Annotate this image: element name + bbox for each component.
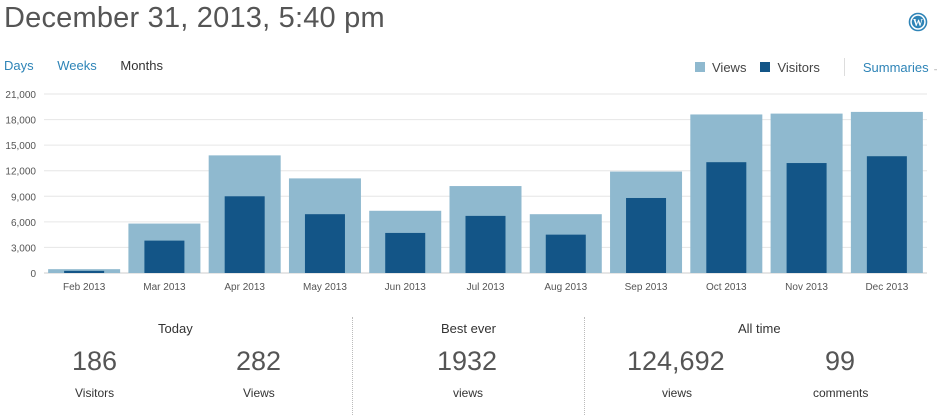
summaries-label: Summaries xyxy=(862,59,929,75)
y-tick-label: 18,000 xyxy=(5,116,36,127)
visitors-bar[interactable] xyxy=(545,234,586,273)
monthly-stats-chart: 0 3,000 6,000 9,000 12,000 15,000 18,000 21,000… xyxy=(5,90,927,293)
visitors-bar[interactable] xyxy=(144,240,185,273)
y-tick-label: 15,000 xyxy=(5,141,36,152)
stats-divider xyxy=(352,317,353,415)
y-tick-label: 3,000 xyxy=(11,243,36,254)
visitors-bar[interactable] xyxy=(304,214,345,273)
legend-divider xyxy=(843,58,845,76)
tab-months[interactable]: Months xyxy=(120,58,164,73)
chart-legend: Views Visitors Summaries → xyxy=(695,58,937,76)
x-tick-label: Mar 2013 xyxy=(143,282,186,293)
y-tick-label: 12,000 xyxy=(5,167,36,178)
x-tick-label: Sep 2013 xyxy=(625,282,668,293)
all-time-title: All time xyxy=(738,321,781,336)
x-tick-label: Dec 2013 xyxy=(865,282,908,293)
stats-divider xyxy=(584,317,585,415)
visitors-bar[interactable] xyxy=(224,196,265,273)
visitors-bar[interactable] xyxy=(786,163,827,273)
today-visitors-label: Visitors xyxy=(75,386,115,400)
all-time-comments-value: 99 xyxy=(825,346,856,376)
summaries-link[interactable]: Summaries → xyxy=(863,60,937,75)
stats-summary: Today 186 Visitors 282 Views Best ever 1… xyxy=(0,312,937,415)
visitors-bar[interactable] xyxy=(866,156,907,273)
visitors-swatch xyxy=(760,62,771,72)
arrow-right-icon: → xyxy=(932,60,937,75)
today-views-value: 282 xyxy=(236,346,282,376)
views-swatch xyxy=(695,62,705,72)
visitors-bar[interactable] xyxy=(465,215,506,273)
x-tick-label: Jun 2013 xyxy=(385,282,427,293)
legend-views-label: Views xyxy=(712,59,747,75)
x-tick-label: Oct 2013 xyxy=(706,282,747,293)
x-tick-label: May 2013 xyxy=(303,282,347,293)
all-time-comments-label: comments xyxy=(813,386,869,400)
visitors-bar[interactable] xyxy=(626,197,667,273)
y-tick-label: 9,000 xyxy=(11,192,36,203)
all-time-views-value: 124,692 xyxy=(627,346,725,376)
best-ever-views-label: views xyxy=(453,386,484,400)
visitors-bar[interactable] xyxy=(385,232,426,273)
visitors-bar[interactable] xyxy=(64,270,105,273)
today-views-label: Views xyxy=(243,386,275,400)
wordpress-icon[interactable]: W xyxy=(908,12,928,32)
legend-visitors-label: Visitors xyxy=(777,59,820,75)
today-title: Today xyxy=(158,321,193,336)
x-tick-label: Nov 2013 xyxy=(785,282,828,293)
y-tick-label: 21,000 xyxy=(5,90,36,101)
svg-text:W: W xyxy=(913,18,923,29)
y-tick-label: 6,000 xyxy=(11,218,36,229)
visitors-bar[interactable] xyxy=(706,162,747,273)
x-tick-label: Aug 2013 xyxy=(544,282,587,293)
y-tick-label: 0 xyxy=(30,269,36,280)
best-ever-title: Best ever xyxy=(441,321,496,336)
tab-days[interactable]: Days xyxy=(4,58,34,73)
best-ever-views-value: 1932 xyxy=(437,346,498,376)
page-title: December 31, 2013, 5:40 pm xyxy=(4,2,385,34)
period-tabs: Days Weeks Months xyxy=(4,58,183,73)
legend-visitors: Visitors xyxy=(760,59,820,75)
today-visitors-value: 186 xyxy=(72,346,118,376)
x-tick-label: Jul 2013 xyxy=(467,282,505,293)
tab-weeks[interactable]: Weeks xyxy=(57,58,97,73)
all-time-views-label: views xyxy=(662,386,693,400)
x-tick-label: Apr 2013 xyxy=(224,282,265,293)
legend-views: Views xyxy=(695,60,746,75)
x-tick-label: Feb 2013 xyxy=(63,282,106,293)
